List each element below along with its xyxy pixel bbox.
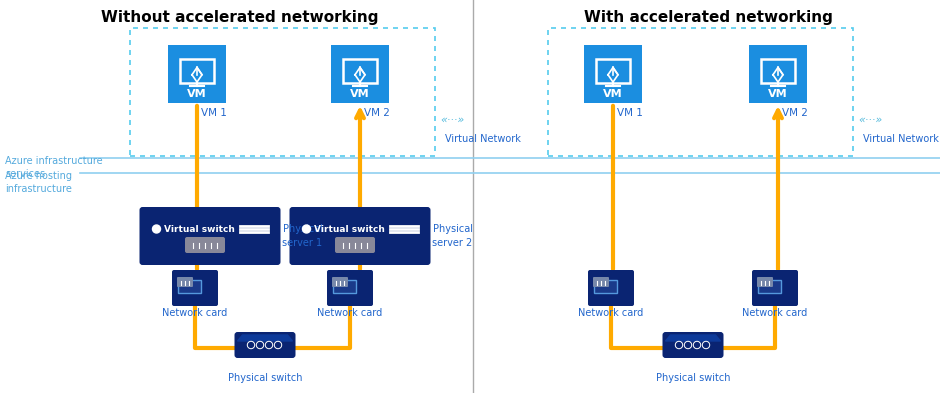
FancyBboxPatch shape — [335, 237, 375, 253]
Circle shape — [677, 343, 682, 347]
Text: VM 1: VM 1 — [617, 108, 643, 118]
Circle shape — [676, 342, 682, 349]
Circle shape — [267, 343, 272, 347]
FancyBboxPatch shape — [327, 270, 373, 306]
Circle shape — [247, 342, 255, 349]
Circle shape — [684, 342, 692, 349]
FancyBboxPatch shape — [758, 280, 781, 293]
FancyBboxPatch shape — [234, 332, 295, 358]
FancyBboxPatch shape — [663, 332, 724, 358]
Text: Azure infrastructure
services: Azure infrastructure services — [5, 156, 102, 179]
Text: VM: VM — [351, 89, 369, 99]
Text: Without accelerated networking: Without accelerated networking — [102, 10, 379, 25]
Circle shape — [695, 343, 699, 347]
Circle shape — [248, 343, 254, 347]
Text: Network card: Network card — [743, 308, 807, 318]
Text: Physical switch: Physical switch — [227, 373, 303, 383]
Text: Virtual switch: Virtual switch — [315, 224, 385, 233]
FancyBboxPatch shape — [139, 207, 280, 265]
FancyBboxPatch shape — [333, 280, 356, 293]
Circle shape — [275, 343, 280, 347]
Text: VM 2: VM 2 — [782, 108, 807, 118]
FancyBboxPatch shape — [331, 45, 389, 103]
Circle shape — [303, 225, 310, 233]
FancyBboxPatch shape — [185, 237, 225, 253]
Text: Network card: Network card — [578, 308, 644, 318]
Circle shape — [702, 342, 710, 349]
Circle shape — [694, 342, 700, 349]
FancyBboxPatch shape — [593, 277, 609, 287]
FancyBboxPatch shape — [172, 270, 218, 306]
Text: With accelerated networking: With accelerated networking — [584, 10, 833, 25]
FancyBboxPatch shape — [178, 280, 201, 293]
Circle shape — [265, 342, 273, 349]
Text: «···»: «···» — [440, 115, 464, 125]
Text: Virtual switch: Virtual switch — [164, 224, 235, 233]
FancyBboxPatch shape — [588, 270, 634, 306]
Text: Azure hosting
infrastructure: Azure hosting infrastructure — [5, 171, 72, 194]
Text: Virtual Network: Virtual Network — [863, 134, 939, 144]
FancyBboxPatch shape — [749, 45, 807, 103]
FancyBboxPatch shape — [290, 207, 431, 265]
Circle shape — [152, 225, 161, 233]
Polygon shape — [238, 335, 292, 341]
Text: Virtual Network: Virtual Network — [445, 134, 521, 144]
FancyBboxPatch shape — [177, 277, 193, 287]
Text: VM 1: VM 1 — [201, 108, 227, 118]
Text: Network card: Network card — [318, 308, 383, 318]
Text: VM: VM — [187, 89, 207, 99]
FancyBboxPatch shape — [594, 280, 617, 293]
Text: VM: VM — [603, 89, 623, 99]
Text: VM: VM — [768, 89, 788, 99]
FancyBboxPatch shape — [168, 45, 226, 103]
Text: «···»: «···» — [858, 115, 883, 125]
Circle shape — [703, 343, 709, 347]
Circle shape — [257, 342, 263, 349]
Text: Physical switch: Physical switch — [656, 373, 730, 383]
FancyBboxPatch shape — [584, 45, 642, 103]
Text: VM 2: VM 2 — [364, 108, 390, 118]
Circle shape — [685, 343, 691, 347]
FancyBboxPatch shape — [752, 270, 798, 306]
Circle shape — [274, 342, 281, 349]
Text: Network card: Network card — [163, 308, 227, 318]
Polygon shape — [666, 335, 720, 341]
Text: Physical
server 1: Physical server 1 — [283, 224, 322, 248]
FancyBboxPatch shape — [757, 277, 773, 287]
Circle shape — [258, 343, 262, 347]
FancyBboxPatch shape — [332, 277, 348, 287]
Text: Physical
server 2: Physical server 2 — [432, 224, 473, 248]
